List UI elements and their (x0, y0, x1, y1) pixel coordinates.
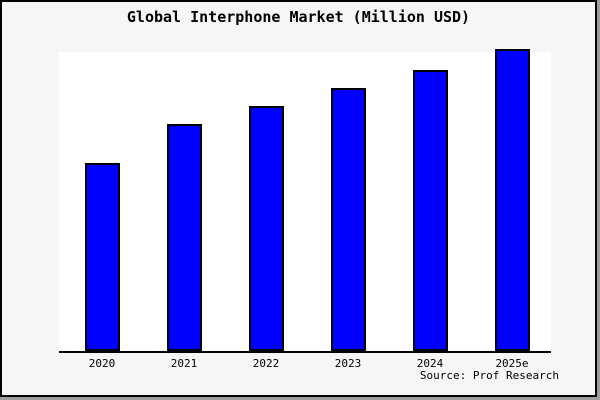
x-tick-label-2023: 2023 (334, 357, 362, 370)
bar-2022 (249, 106, 284, 351)
bar-2025e (495, 49, 530, 351)
plot-area (59, 49, 551, 353)
bar-2023 (331, 88, 366, 351)
x-tick-label-2021: 2021 (170, 357, 198, 370)
x-tick-label-2025e: 2025e (495, 357, 529, 370)
bar-2020 (85, 163, 120, 351)
bar-2021 (167, 124, 202, 351)
bar-2024 (413, 70, 448, 351)
x-tick-label-2022: 2022 (252, 357, 280, 370)
x-tick-label-2024: 2024 (416, 357, 444, 370)
x-tick-label-2020: 2020 (88, 357, 116, 370)
chart-title: Global Interphone Market (Million USD) (126, 8, 471, 26)
source-note: Source: Prof Research (419, 369, 559, 382)
